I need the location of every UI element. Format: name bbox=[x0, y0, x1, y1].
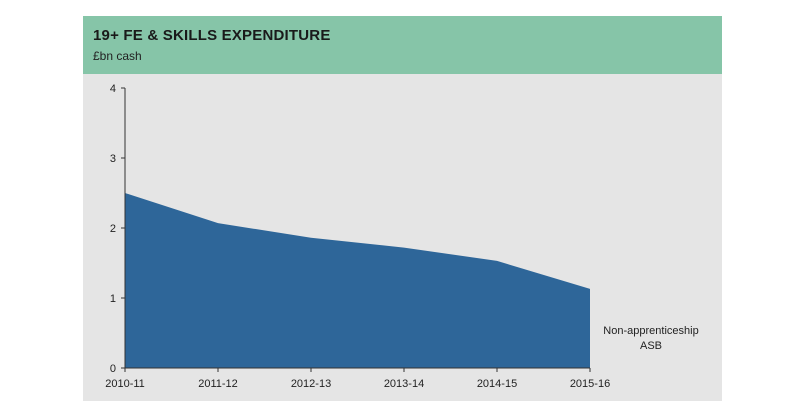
y-tick-label: 2 bbox=[110, 223, 116, 235]
y-tick-label: 1 bbox=[110, 293, 116, 305]
x-tick-label: 2011-12 bbox=[198, 378, 238, 390]
chart-title: 19+ FE & SKILLS EXPENDITURE bbox=[93, 27, 331, 44]
series-label: Non-apprenticeship bbox=[603, 325, 698, 337]
x-tick-label: 2015-16 bbox=[570, 378, 610, 390]
chart-subtitle: £bn cash bbox=[93, 49, 142, 63]
x-tick-label: 2014-15 bbox=[477, 378, 517, 390]
area-series bbox=[125, 193, 590, 368]
x-tick-label: 2010-11 bbox=[105, 378, 145, 390]
y-tick-label: 0 bbox=[110, 363, 116, 375]
x-tick-label: 2012-13 bbox=[291, 378, 331, 390]
y-tick-label: 4 bbox=[110, 83, 116, 95]
x-tick-label: 2013-14 bbox=[384, 378, 424, 390]
y-tick-label: 3 bbox=[110, 153, 116, 165]
chart-header: 19+ FE & SKILLS EXPENDITURE £bn cash bbox=[83, 16, 722, 74]
series-label: ASB bbox=[640, 340, 662, 352]
